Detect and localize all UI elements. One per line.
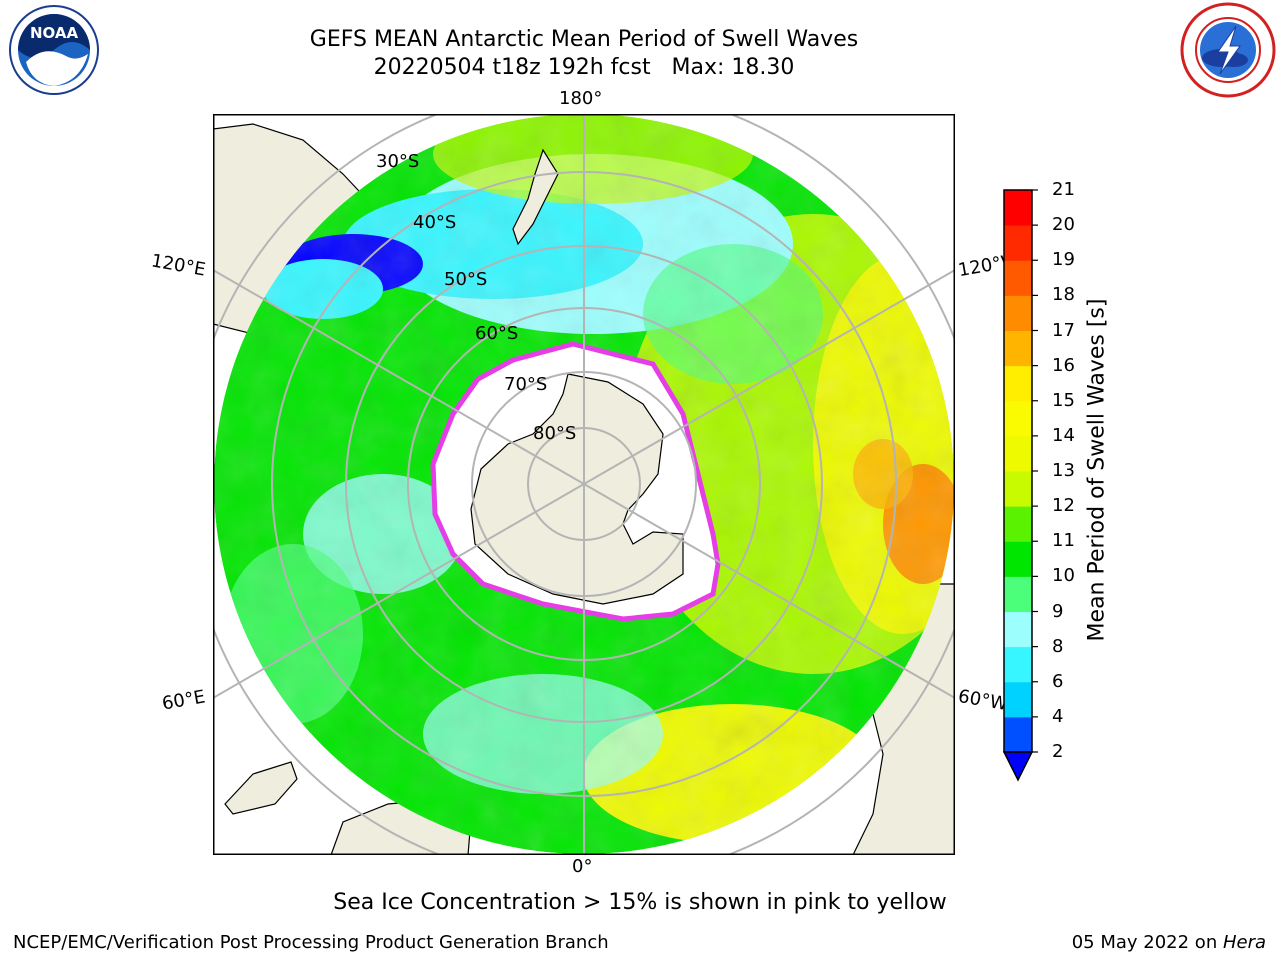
colorbar-tick-label: 12 — [1052, 495, 1075, 517]
lat-label-50s: 50°S — [444, 269, 488, 290]
colorbar-tick-label: 16 — [1052, 354, 1075, 376]
footer-date-text: 05 May 2022 on — [1071, 932, 1223, 953]
colorbar-swatch — [1004, 400, 1032, 437]
sea-ice-note: Sea Ice Concentration > 15% is shown in … — [333, 890, 947, 915]
colorbar-swatch — [1004, 541, 1032, 577]
national-weather-service-logo — [1180, 2, 1276, 98]
colorbar-swatch — [1004, 611, 1032, 648]
footer-branch: NCEP/EMC/Verification Post Processing Pr… — [13, 932, 609, 953]
colorbar-swatch — [1004, 260, 1032, 296]
chart-subtitle: 20220504 t18z 192h fcst Max: 18.30 — [373, 55, 795, 80]
colorbar-tick-label: 19 — [1052, 249, 1075, 271]
colorbar-swatch — [1004, 681, 1032, 718]
colorbar — [1002, 189, 1038, 782]
footer-host: Hera — [1222, 932, 1266, 953]
colorbar-swatch — [1004, 506, 1032, 542]
footer-date: 05 May 2022 on Hera — [1072, 932, 1266, 953]
colorbar-tick-label: 2 — [1052, 741, 1064, 762]
lon-label-120e: 120°E — [149, 250, 208, 281]
noaa-logo: NOAA — [9, 5, 99, 95]
lon-label-0: 0° — [572, 856, 593, 877]
colorbar-swatch — [1004, 330, 1032, 367]
madagascar-land — [224, 761, 298, 815]
colorbar-tick-label: 6 — [1052, 670, 1064, 692]
colorbar-extend-triangle — [1002, 751, 1034, 782]
colorbar-tick-label: 11 — [1052, 530, 1075, 552]
colorbar-tick-label: 4 — [1052, 705, 1064, 727]
colorbar-tick-label: 9 — [1052, 600, 1064, 622]
colorbar-swatch — [1004, 295, 1032, 331]
colorbar-tick-label: 18 — [1052, 284, 1075, 306]
colorbar-swatch — [1004, 716, 1032, 753]
colorbar-title: Mean Period of Swell Waves [s] — [1084, 298, 1110, 642]
lon-label-180: 180° — [559, 88, 603, 109]
colorbar-tick-label: 10 — [1052, 565, 1075, 587]
colorbar-swatch — [1004, 576, 1032, 612]
colorbar-tick-label: 13 — [1052, 460, 1075, 481]
colorbar-tick-label: 8 — [1052, 635, 1064, 657]
lat-label-60s: 60°S — [475, 323, 519, 344]
colorbar-swatch — [1004, 646, 1032, 683]
colorbar-tick-label: 14 — [1052, 424, 1075, 446]
colorbar-swatch — [1004, 365, 1032, 402]
colorbar-tick-label: 15 — [1052, 389, 1075, 411]
lon-label-60e: 60°E — [160, 686, 207, 715]
colorbar-tick-label: 20 — [1052, 214, 1075, 236]
svg-text:NOAA: NOAA — [30, 24, 79, 42]
colorbar-swatch — [1004, 471, 1032, 507]
lat-label-30s: 30°S — [376, 151, 420, 172]
lat-label-70s: 70°S — [504, 374, 548, 395]
colorbar-tick-label: 21 — [1052, 179, 1075, 200]
lat-label-40s: 40°S — [413, 212, 457, 233]
colorbar-swatch — [1004, 225, 1032, 261]
chart-title: GEFS MEAN Antarctic Mean Period of Swell… — [309, 27, 859, 52]
lat-label-80s: 80°S — [533, 423, 577, 444]
colorbar-swatch — [1004, 190, 1032, 226]
polar-map — [213, 114, 955, 855]
colorbar-tick-label: 17 — [1052, 319, 1075, 341]
graticule — [213, 114, 955, 855]
colorbar-swatch — [1004, 435, 1032, 472]
